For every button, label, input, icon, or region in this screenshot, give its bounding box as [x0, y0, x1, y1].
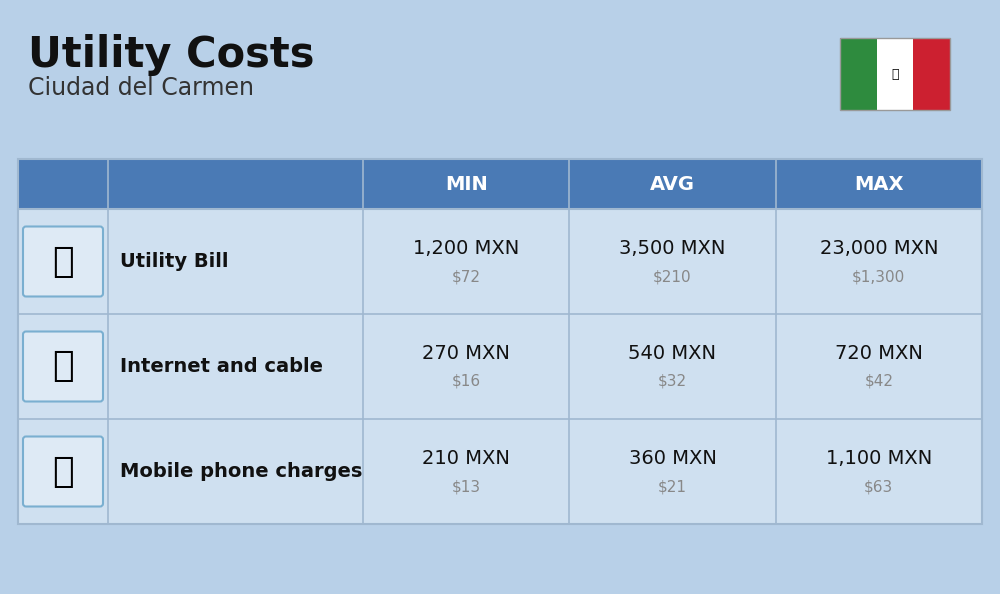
Text: Ciudad del Carmen: Ciudad del Carmen: [28, 76, 254, 100]
Text: $32: $32: [658, 374, 687, 389]
Bar: [18, 159, 982, 524]
Bar: [363, 159, 569, 209]
Bar: [776, 159, 982, 209]
Text: 🔧: 🔧: [52, 245, 74, 279]
Text: Internet and cable: Internet and cable: [120, 357, 323, 376]
Text: 720 MXN: 720 MXN: [835, 344, 923, 363]
Text: 270 MXN: 270 MXN: [422, 344, 510, 363]
Text: $72: $72: [452, 269, 481, 284]
Text: 540 MXN: 540 MXN: [629, 344, 716, 363]
Text: 1,200 MXN: 1,200 MXN: [413, 239, 519, 258]
Text: $21: $21: [658, 479, 687, 494]
Text: $1,300: $1,300: [852, 269, 905, 284]
Bar: [776, 314, 982, 419]
Bar: [18, 209, 108, 314]
Bar: [569, 209, 776, 314]
Text: $42: $42: [864, 374, 893, 389]
Bar: [877, 38, 913, 110]
FancyBboxPatch shape: [23, 226, 103, 296]
Text: 📡: 📡: [52, 349, 74, 384]
Bar: [840, 38, 950, 110]
Bar: [913, 38, 950, 110]
Bar: [108, 419, 363, 524]
Bar: [18, 314, 108, 419]
Bar: [363, 209, 569, 314]
Text: 1,100 MXN: 1,100 MXN: [826, 449, 932, 468]
FancyBboxPatch shape: [23, 437, 103, 507]
Bar: [18, 419, 108, 524]
FancyBboxPatch shape: [23, 331, 103, 402]
Text: Utility Costs: Utility Costs: [28, 34, 314, 76]
Text: MIN: MIN: [445, 175, 488, 194]
Text: Utility Bill: Utility Bill: [120, 252, 228, 271]
Text: 210 MXN: 210 MXN: [422, 449, 510, 468]
Text: Mobile phone charges: Mobile phone charges: [120, 462, 362, 481]
Text: 📱: 📱: [52, 454, 74, 488]
Bar: [569, 159, 776, 209]
Text: $16: $16: [452, 374, 481, 389]
Bar: [776, 419, 982, 524]
Text: $210: $210: [653, 269, 692, 284]
Bar: [776, 209, 982, 314]
Text: MAX: MAX: [854, 175, 904, 194]
Text: $13: $13: [452, 479, 481, 494]
Text: 360 MXN: 360 MXN: [629, 449, 716, 468]
Bar: [569, 314, 776, 419]
Text: 🦅: 🦅: [891, 68, 899, 81]
Bar: [363, 419, 569, 524]
Bar: [108, 209, 363, 314]
Bar: [108, 159, 363, 209]
Text: 23,000 MXN: 23,000 MXN: [820, 239, 938, 258]
Bar: [569, 419, 776, 524]
Text: AVG: AVG: [650, 175, 695, 194]
Text: 3,500 MXN: 3,500 MXN: [619, 239, 726, 258]
Text: $63: $63: [864, 479, 893, 494]
Bar: [18, 159, 108, 209]
Bar: [840, 38, 877, 110]
Bar: [363, 314, 569, 419]
Bar: [108, 314, 363, 419]
